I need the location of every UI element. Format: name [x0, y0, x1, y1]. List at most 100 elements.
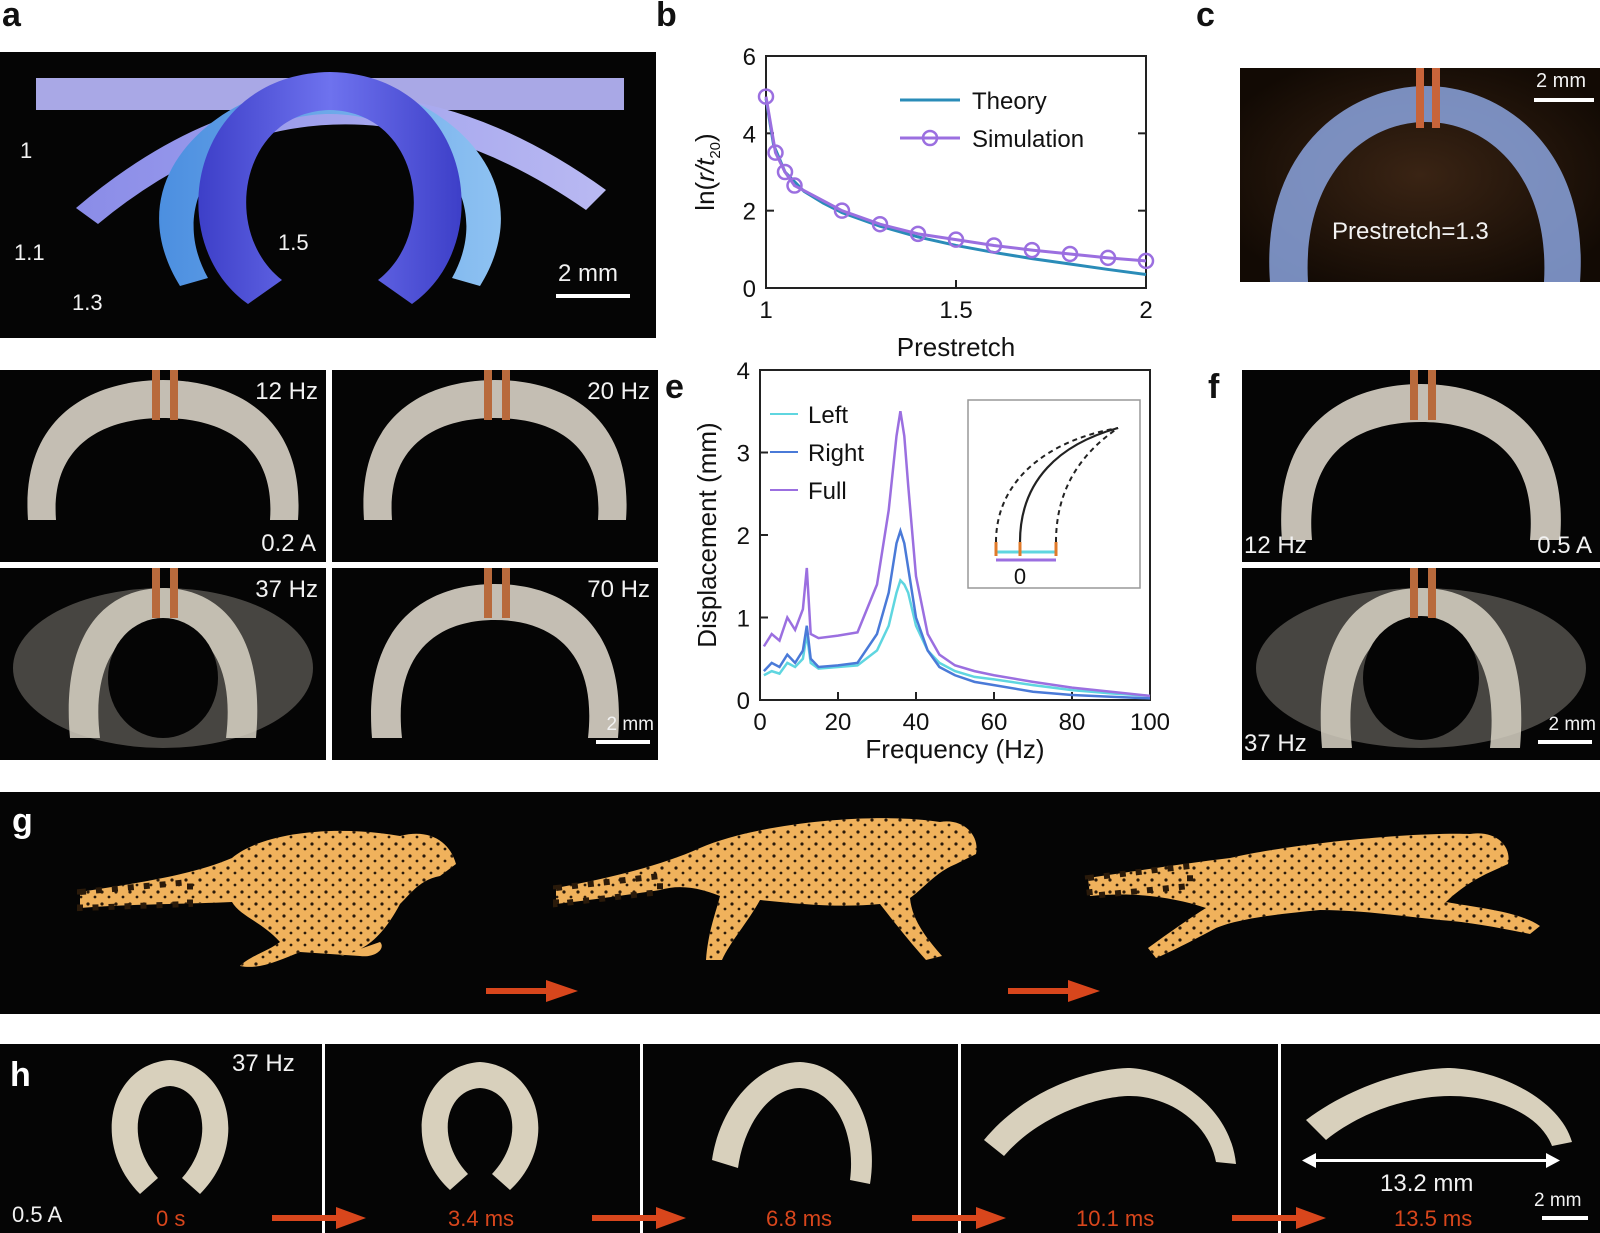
wire-2 [1432, 68, 1440, 128]
time-label-2: 3.4 ms [448, 1206, 515, 1231]
panel-d-tile-3: 37 Hz [0, 568, 326, 760]
x-axis-label-b: Prestretch [897, 332, 1016, 358]
legend-label-right: Right [808, 440, 864, 467]
sim-marker [833, 202, 851, 219]
x-tick-label-b: 1 [759, 297, 772, 324]
panel-letter-b: b [656, 0, 677, 34]
freq-label-d4: 70 Hz [587, 576, 650, 603]
scale-bar-h [1542, 1216, 1588, 1220]
sim-marker [757, 88, 775, 105]
panel-g-image [0, 792, 1600, 1014]
scale-label-d: 2 mm [606, 714, 655, 735]
freq-label-f1: 12 Hz [1244, 532, 1307, 559]
freq-label-d1: 12 Hz [255, 378, 318, 405]
current-label-h: 0.5 A [12, 1202, 63, 1227]
freq-label-d3: 37 Hz [255, 576, 318, 603]
inset-curve-mid [1018, 426, 1119, 543]
arc-prestretch-1-1 [76, 95, 606, 224]
prestretch-photo [1240, 68, 1600, 282]
span-double-arrow [1302, 1153, 1560, 1168]
scale-bar-c [1534, 98, 1594, 102]
y-tick-label-b: 2 [743, 199, 756, 226]
y-tick-label-b: 4 [743, 121, 756, 148]
panel-h-separators [0, 1044, 1600, 1233]
y-axis-label-e: Displacement (mm) [692, 422, 722, 647]
prestretch-arcs-illustration [36, 72, 624, 304]
sim-marker [1023, 241, 1041, 259]
current-label-f1: 0.5 A [1537, 532, 1592, 559]
x-tick-label-e: 80 [1059, 709, 1086, 736]
label-prestretch-1: 1 [20, 138, 33, 163]
frame-h4-arc [984, 1068, 1236, 1164]
scale-label-f: 2 mm [1548, 714, 1597, 735]
panel-a-image: 1 1.1 1.3 1.5 2 mm [0, 52, 656, 338]
cheetah-3 [1084, 833, 1540, 958]
y-tick-label-b: 6 [743, 44, 756, 71]
legend-label-left: Left [808, 402, 848, 429]
series-line-full [762, 411, 1151, 698]
arc-prestretch-1-5 [198, 72, 462, 304]
chart-b: 0 2 4 6 1 1.5 2 Prestretch ln(r/t20) Theory Simula… [690, 44, 1155, 358]
panel-c-image: Prestretch=1.3 2 mm [1240, 68, 1600, 282]
inset-curve-left [995, 427, 1119, 543]
inset-frame [967, 399, 1141, 589]
legend-label-full: Full [808, 478, 847, 505]
x-axis-label-e: Frequency (Hz) [865, 734, 1044, 764]
y-tick-label-e: 3 [737, 441, 750, 468]
sim-marker [1099, 249, 1117, 267]
frame-h5-arc [1306, 1068, 1572, 1146]
panel-letter-h: h [10, 1056, 31, 1094]
panel-letter-e: e [665, 368, 684, 406]
y-tick-label-e: 4 [737, 360, 750, 385]
y-tick-label-e: 0 [737, 688, 750, 715]
scale-bar-d [596, 740, 650, 744]
panel-letter-c: c [1196, 0, 1215, 34]
plot-frame-b [765, 55, 1147, 289]
y-tick-label-e: 1 [737, 606, 750, 633]
frame-h2-ring [421, 1062, 539, 1190]
x-tick-label-e: 0 [753, 709, 766, 736]
inset-zero-label: 0 [1014, 564, 1026, 589]
sim-marker [776, 163, 794, 181]
label-prestretch-1-5: 1.5 [278, 230, 309, 255]
series-line-left [763, 577, 1151, 698]
time-label-1: 0 s [156, 1206, 186, 1231]
y-axis-label-b: ln(r/t20) [690, 133, 724, 210]
y-tick-label-b: 0 [743, 276, 756, 303]
sim-marker [1137, 252, 1155, 270]
series-line-right [762, 526, 1151, 700]
y-label-sub: 20 [707, 142, 724, 159]
y-label-italic: r/t [690, 157, 720, 182]
sim-marker [871, 215, 889, 233]
wire-1 [1416, 68, 1424, 128]
freq-label-d2: 20 Hz [587, 378, 650, 405]
legend-label-theory: Theory [972, 88, 1047, 115]
current-label-d1: 0.2 A [261, 530, 316, 557]
arrow-g1 [486, 980, 578, 1002]
arrow-h2 [592, 1207, 686, 1229]
panel-h-frames [111, 1060, 1572, 1229]
series-line-theory [764, 98, 1147, 276]
freq-label-h: 37 Hz [232, 1050, 295, 1077]
legend-marker-sim [921, 129, 939, 147]
sim-marker [786, 177, 803, 194]
scale-bar-f [1538, 740, 1592, 744]
label-prestretch-1-3: 1.3 [72, 290, 103, 315]
panel-letter-g: g [12, 802, 33, 840]
x-tick-label-e: 40 [903, 709, 930, 736]
x-tick-label-b: 1.5 [939, 297, 972, 324]
panel-letter-a: a [2, 0, 21, 34]
y-label-close: ) [690, 133, 720, 142]
panel-d-tile-4: 70 Hz 2 mm [332, 568, 658, 760]
panel-d-tile-1: 12 Hz 0.2 A [0, 370, 326, 562]
panel-f-tile-1: 12 Hz 0.5 A [1242, 370, 1600, 562]
panel-f-tile-2: 37 Hz 2 mm [1242, 568, 1600, 760]
y-tick-label-e: 2 [737, 523, 750, 550]
sim-marker [947, 231, 965, 248]
y-label-part: ln( [690, 181, 720, 210]
scale-label-h: 2 mm [1534, 1190, 1582, 1211]
span-label-h: 13.2 mm [1380, 1170, 1474, 1197]
freq-label-f2: 37 Hz [1244, 730, 1307, 757]
blue-arc-overlay [1269, 86, 1581, 282]
